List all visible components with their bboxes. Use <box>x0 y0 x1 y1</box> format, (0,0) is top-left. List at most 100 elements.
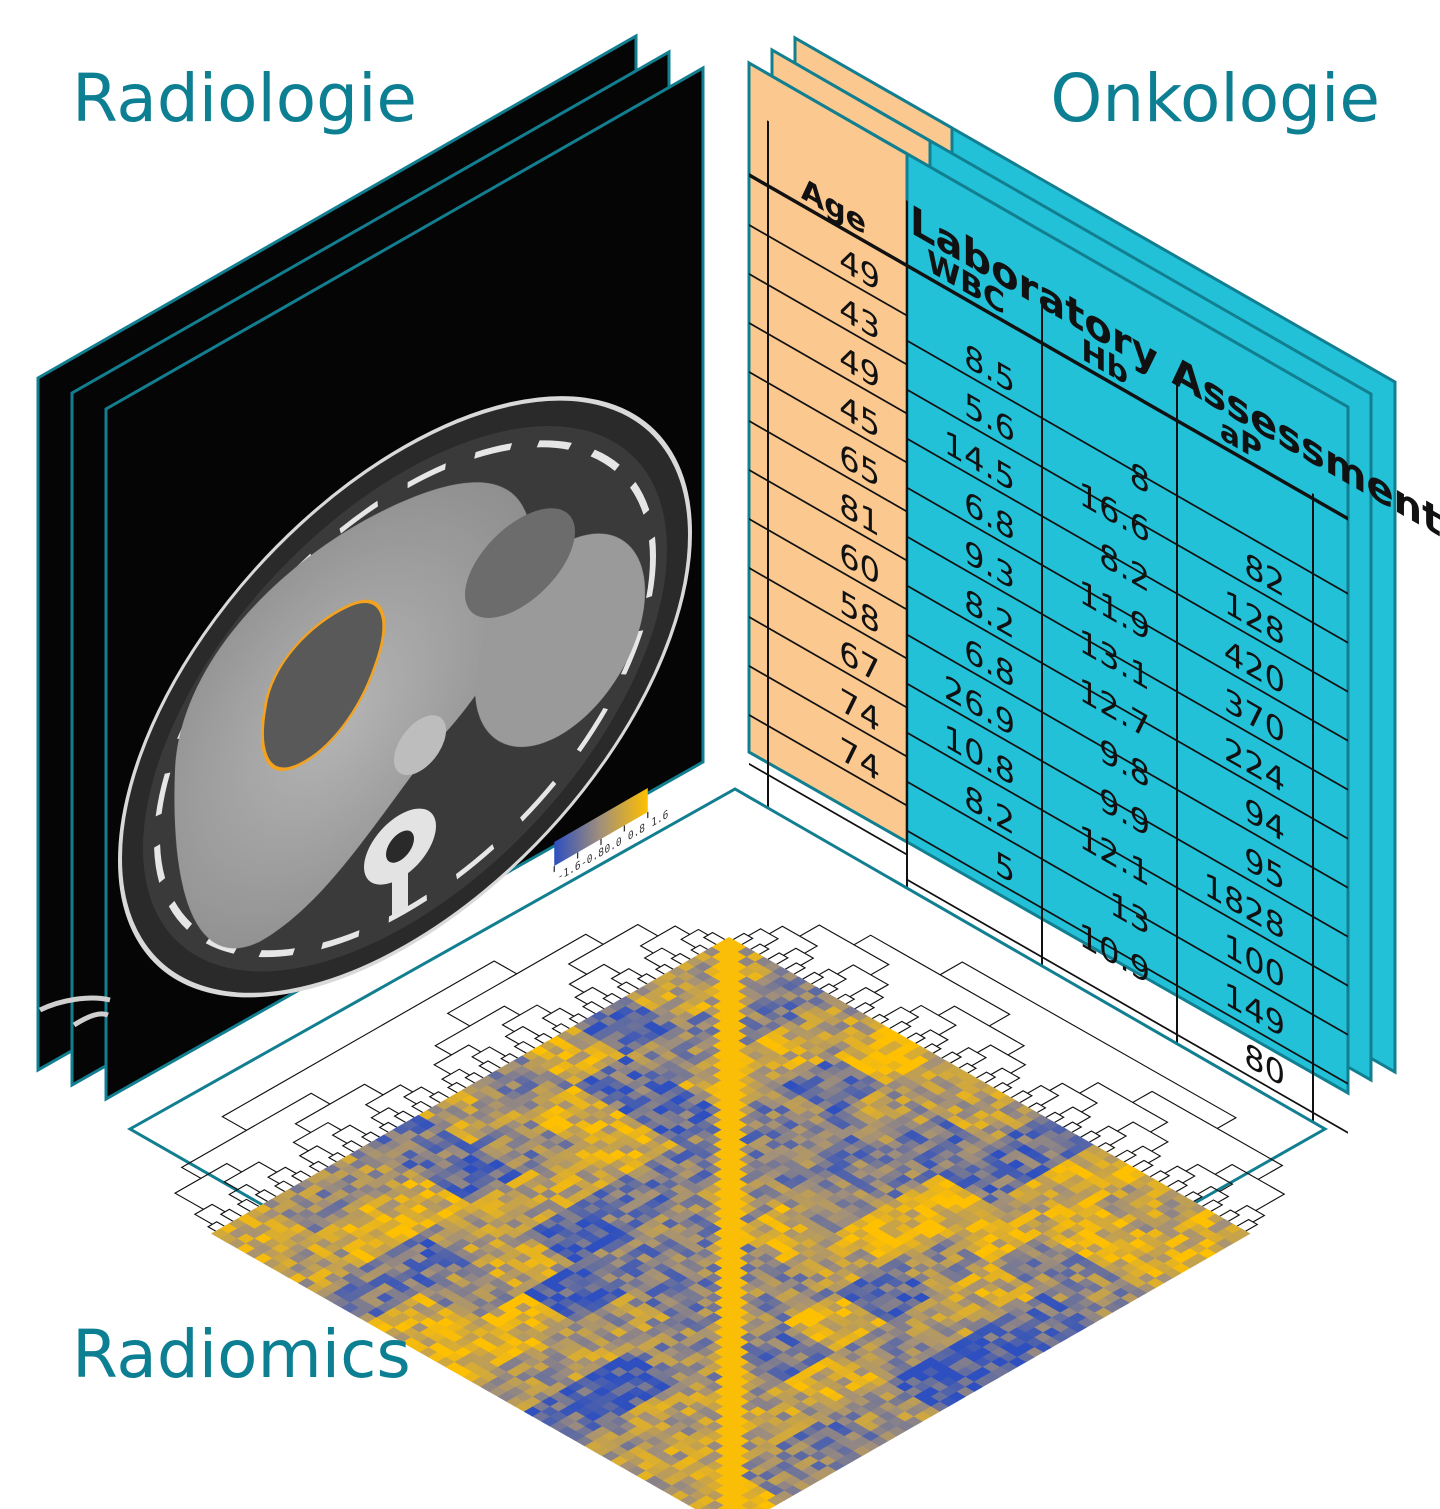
dendrogram-left <box>173 923 726 1232</box>
dendrogram-link <box>360 1131 381 1143</box>
heatmap-cell <box>1154 1273 1173 1284</box>
heatmap-cell <box>861 1441 880 1452</box>
heatmap-cell <box>801 1475 820 1486</box>
liver <box>174 482 532 949</box>
heatmap-cell <box>1163 1268 1182 1279</box>
dendrogram-link <box>958 1062 978 1074</box>
heatmap-cell <box>956 1386 975 1397</box>
dendrogram-link <box>1219 1209 1241 1222</box>
dendrogram-link <box>1095 1125 1128 1146</box>
heatmap-cell <box>766 1495 785 1506</box>
dendrogram-link <box>193 1203 226 1225</box>
heatmap-cell <box>1016 1352 1035 1363</box>
dendrogram-link <box>533 1032 553 1044</box>
dendrogram-link <box>410 1100 432 1113</box>
dendrogram-link <box>702 931 726 945</box>
heatmap-cell <box>904 1416 923 1427</box>
heatmap-cell <box>792 1480 811 1491</box>
dendrogram-link <box>976 1044 1027 1074</box>
dendrogram-link <box>221 960 518 1131</box>
dendrogram-link <box>680 928 709 948</box>
dendrogram-link <box>939 961 1238 1129</box>
heatmap-cell <box>939 1396 958 1407</box>
dendrogram-link <box>1114 1149 1138 1163</box>
dendrogram-link <box>1164 1165 1196 1184</box>
table-row-rule <box>749 517 907 611</box>
dendrogram-link <box>1010 1090 1034 1103</box>
tumor-lesion-contour <box>261 599 386 771</box>
heatmap-cell <box>947 1391 966 1402</box>
table-row-rule <box>749 321 907 415</box>
dendrogram-link <box>818 968 848 987</box>
heatmap-cell <box>896 1421 915 1432</box>
table-row-rule <box>907 780 1348 1036</box>
heatmap-cell <box>758 1500 776 1509</box>
heatmap-cell <box>1025 1347 1044 1358</box>
dendrogram-link <box>1116 1121 1170 1152</box>
dendrogram-link <box>378 1121 398 1133</box>
heatmap-cell <box>930 1401 949 1412</box>
heatmap-cell <box>1068 1322 1087 1333</box>
heatmap-cell <box>870 1436 889 1447</box>
middle-slice-edge <box>72 1011 109 1028</box>
dendrogram-link <box>1130 1145 1162 1164</box>
dendrogram-link <box>574 986 609 1005</box>
heatmap-cell <box>1129 1287 1147 1299</box>
heatmap-cell <box>818 1465 837 1476</box>
dendrogram-link <box>551 1023 570 1034</box>
dendrogram-link <box>173 1162 243 1210</box>
ct-slice-front <box>38 65 705 1102</box>
heatmap-cell <box>783 1485 802 1496</box>
dendrogram-link <box>1028 1102 1047 1113</box>
cell-hb: 8 <box>1130 455 1150 504</box>
dendrogram-link <box>1049 1082 1099 1113</box>
dendrogram-link <box>1062 1121 1083 1133</box>
heatmap-cell <box>827 1460 845 1472</box>
table-row-rule <box>907 682 1348 938</box>
dendrogram-link <box>1132 1159 1154 1173</box>
heatmap-cell <box>697 1505 716 1509</box>
heatmap-cell <box>1103 1302 1122 1313</box>
dendrogram-link <box>1167 1179 1189 1192</box>
dendrogram-link <box>568 1013 588 1024</box>
ct-scan-stack <box>36 33 705 1102</box>
back-slice-edge <box>38 995 111 1013</box>
table-header-rule <box>749 172 1348 521</box>
dendrogram-link <box>446 1081 467 1093</box>
heatmap-cell <box>835 1455 854 1467</box>
radiomics-panel: 1.60.80.0-0.8-1.6 <box>126 787 1329 1509</box>
heatmap-cell <box>1198 1248 1216 1259</box>
table-row-rule <box>749 370 907 464</box>
dendrogram-link <box>919 1029 949 1047</box>
heatmap-cell <box>749 1505 768 1509</box>
dendrogram-link <box>541 1007 575 1027</box>
table-row-rule <box>907 339 1348 595</box>
table-row-rule <box>749 615 907 709</box>
heatmap-cell <box>1180 1258 1199 1269</box>
dendrogram-link <box>266 1166 297 1184</box>
heatmap-cell <box>973 1376 992 1388</box>
table-row-rule <box>749 223 907 317</box>
table-row-rule <box>907 829 1348 1085</box>
ribs <box>154 440 656 958</box>
cell-wbc: 5 <box>995 844 1015 893</box>
dendrogram-link <box>1149 1170 1171 1182</box>
table-row-rule <box>749 762 907 856</box>
heatmap-cell <box>1111 1297 1130 1308</box>
dendrogram-link <box>1097 1142 1116 1153</box>
dendrogram-link <box>923 1043 942 1054</box>
heatmap-cell <box>887 1426 906 1437</box>
dendrogram-link <box>180 1092 331 1179</box>
dendrogram-link <box>802 971 825 985</box>
heatmap-cell <box>1232 1228 1251 1239</box>
heatmap-cell <box>1223 1233 1242 1244</box>
table-row-rule <box>907 878 1348 1134</box>
heatmap-cell <box>990 1366 1009 1378</box>
dendrogram-link <box>602 992 622 1005</box>
heatmap-cell <box>714 1505 733 1509</box>
dendrogram-link <box>836 964 890 993</box>
heatmap-cell <box>913 1411 932 1422</box>
heatmap-cell <box>1206 1243 1225 1254</box>
table-row-rule <box>749 664 907 758</box>
ct-axial-image <box>118 396 692 998</box>
